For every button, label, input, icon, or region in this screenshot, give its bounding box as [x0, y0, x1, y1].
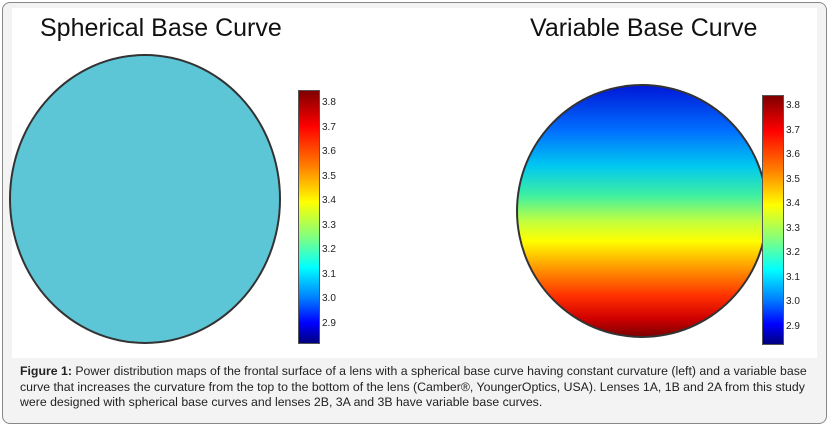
- left-colorbar: [298, 90, 320, 344]
- colorbar-tick-label: 3.4: [322, 195, 336, 206]
- colorbar-tick-label: 3.3: [786, 222, 800, 234]
- colorbar-tick-label: 3.6: [322, 146, 336, 157]
- colorbar-tick-label: 2.9: [786, 320, 800, 332]
- colorbar-tick-label: 3.4: [786, 198, 800, 209]
- colorbar-tick-label: 3.5: [322, 170, 336, 182]
- colorbar-tick-label: 3.7: [786, 124, 800, 136]
- variable-lens-map: [516, 84, 768, 338]
- colorbar-tick-label: 3.0: [786, 296, 800, 307]
- figure-caption: Figure 1: Power distribution maps of the…: [20, 364, 815, 411]
- colorbar-tick-label: 3.2: [786, 247, 800, 258]
- colorbar-tick-label: 3.6: [786, 149, 800, 160]
- colorbar-tick-label: 3.0: [322, 293, 336, 304]
- right-colorbar: [762, 95, 784, 345]
- spherical-lens-map: [9, 54, 281, 344]
- caption-label: Figure 1:: [20, 364, 72, 378]
- colorbar-tick-label: 3.1: [322, 268, 336, 280]
- left-title: Spherical Base Curve: [40, 14, 282, 42]
- colorbar-tick-label: 2.9: [322, 317, 336, 329]
- colorbar-tick-label: 3.8: [786, 100, 800, 111]
- colorbar-tick-label: 3.2: [322, 244, 336, 255]
- colorbar-tick-label: 3.7: [322, 121, 336, 133]
- caption-text: Power distribution maps of the frontal s…: [20, 364, 807, 409]
- colorbar-tick-label: 3.8: [322, 97, 336, 108]
- right-title: Variable Base Curve: [530, 14, 758, 42]
- colorbar-tick-label: 3.1: [786, 271, 800, 283]
- colorbar-tick-label: 3.3: [322, 219, 336, 231]
- colorbar-tick-label: 3.5: [786, 173, 800, 185]
